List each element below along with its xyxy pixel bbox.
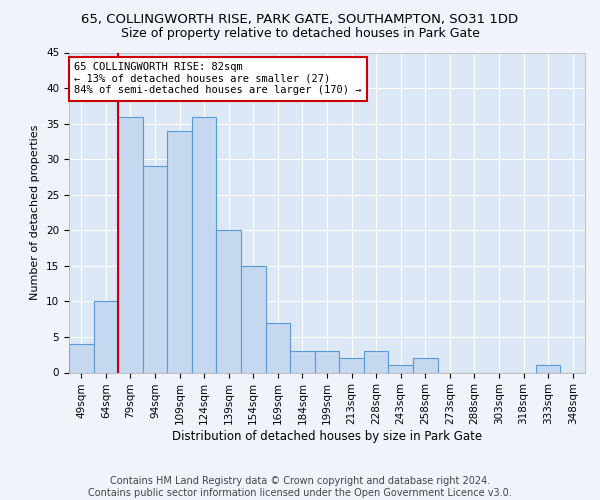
- Bar: [94, 302, 118, 372]
- Bar: [143, 166, 167, 372]
- Bar: [290, 351, 315, 372]
- Bar: [266, 322, 290, 372]
- Text: 65 COLLINGWORTH RISE: 82sqm
← 13% of detached houses are smaller (27)
84% of sem: 65 COLLINGWORTH RISE: 82sqm ← 13% of det…: [74, 62, 362, 96]
- Y-axis label: Number of detached properties: Number of detached properties: [31, 125, 40, 300]
- Bar: [217, 230, 241, 372]
- Bar: [167, 130, 192, 372]
- Text: 65, COLLINGWORTH RISE, PARK GATE, SOUTHAMPTON, SO31 1DD: 65, COLLINGWORTH RISE, PARK GATE, SOUTHA…: [82, 12, 518, 26]
- Text: Contains HM Land Registry data © Crown copyright and database right 2024.
Contai: Contains HM Land Registry data © Crown c…: [88, 476, 512, 498]
- Bar: [241, 266, 266, 372]
- Bar: [315, 351, 339, 372]
- X-axis label: Distribution of detached houses by size in Park Gate: Distribution of detached houses by size …: [172, 430, 482, 443]
- Text: Size of property relative to detached houses in Park Gate: Size of property relative to detached ho…: [121, 28, 479, 40]
- Bar: [339, 358, 364, 372]
- Bar: [364, 351, 388, 372]
- Bar: [69, 344, 94, 372]
- Bar: [413, 358, 437, 372]
- Bar: [388, 366, 413, 372]
- Bar: [536, 366, 560, 372]
- Bar: [192, 116, 217, 372]
- Bar: [118, 116, 143, 372]
